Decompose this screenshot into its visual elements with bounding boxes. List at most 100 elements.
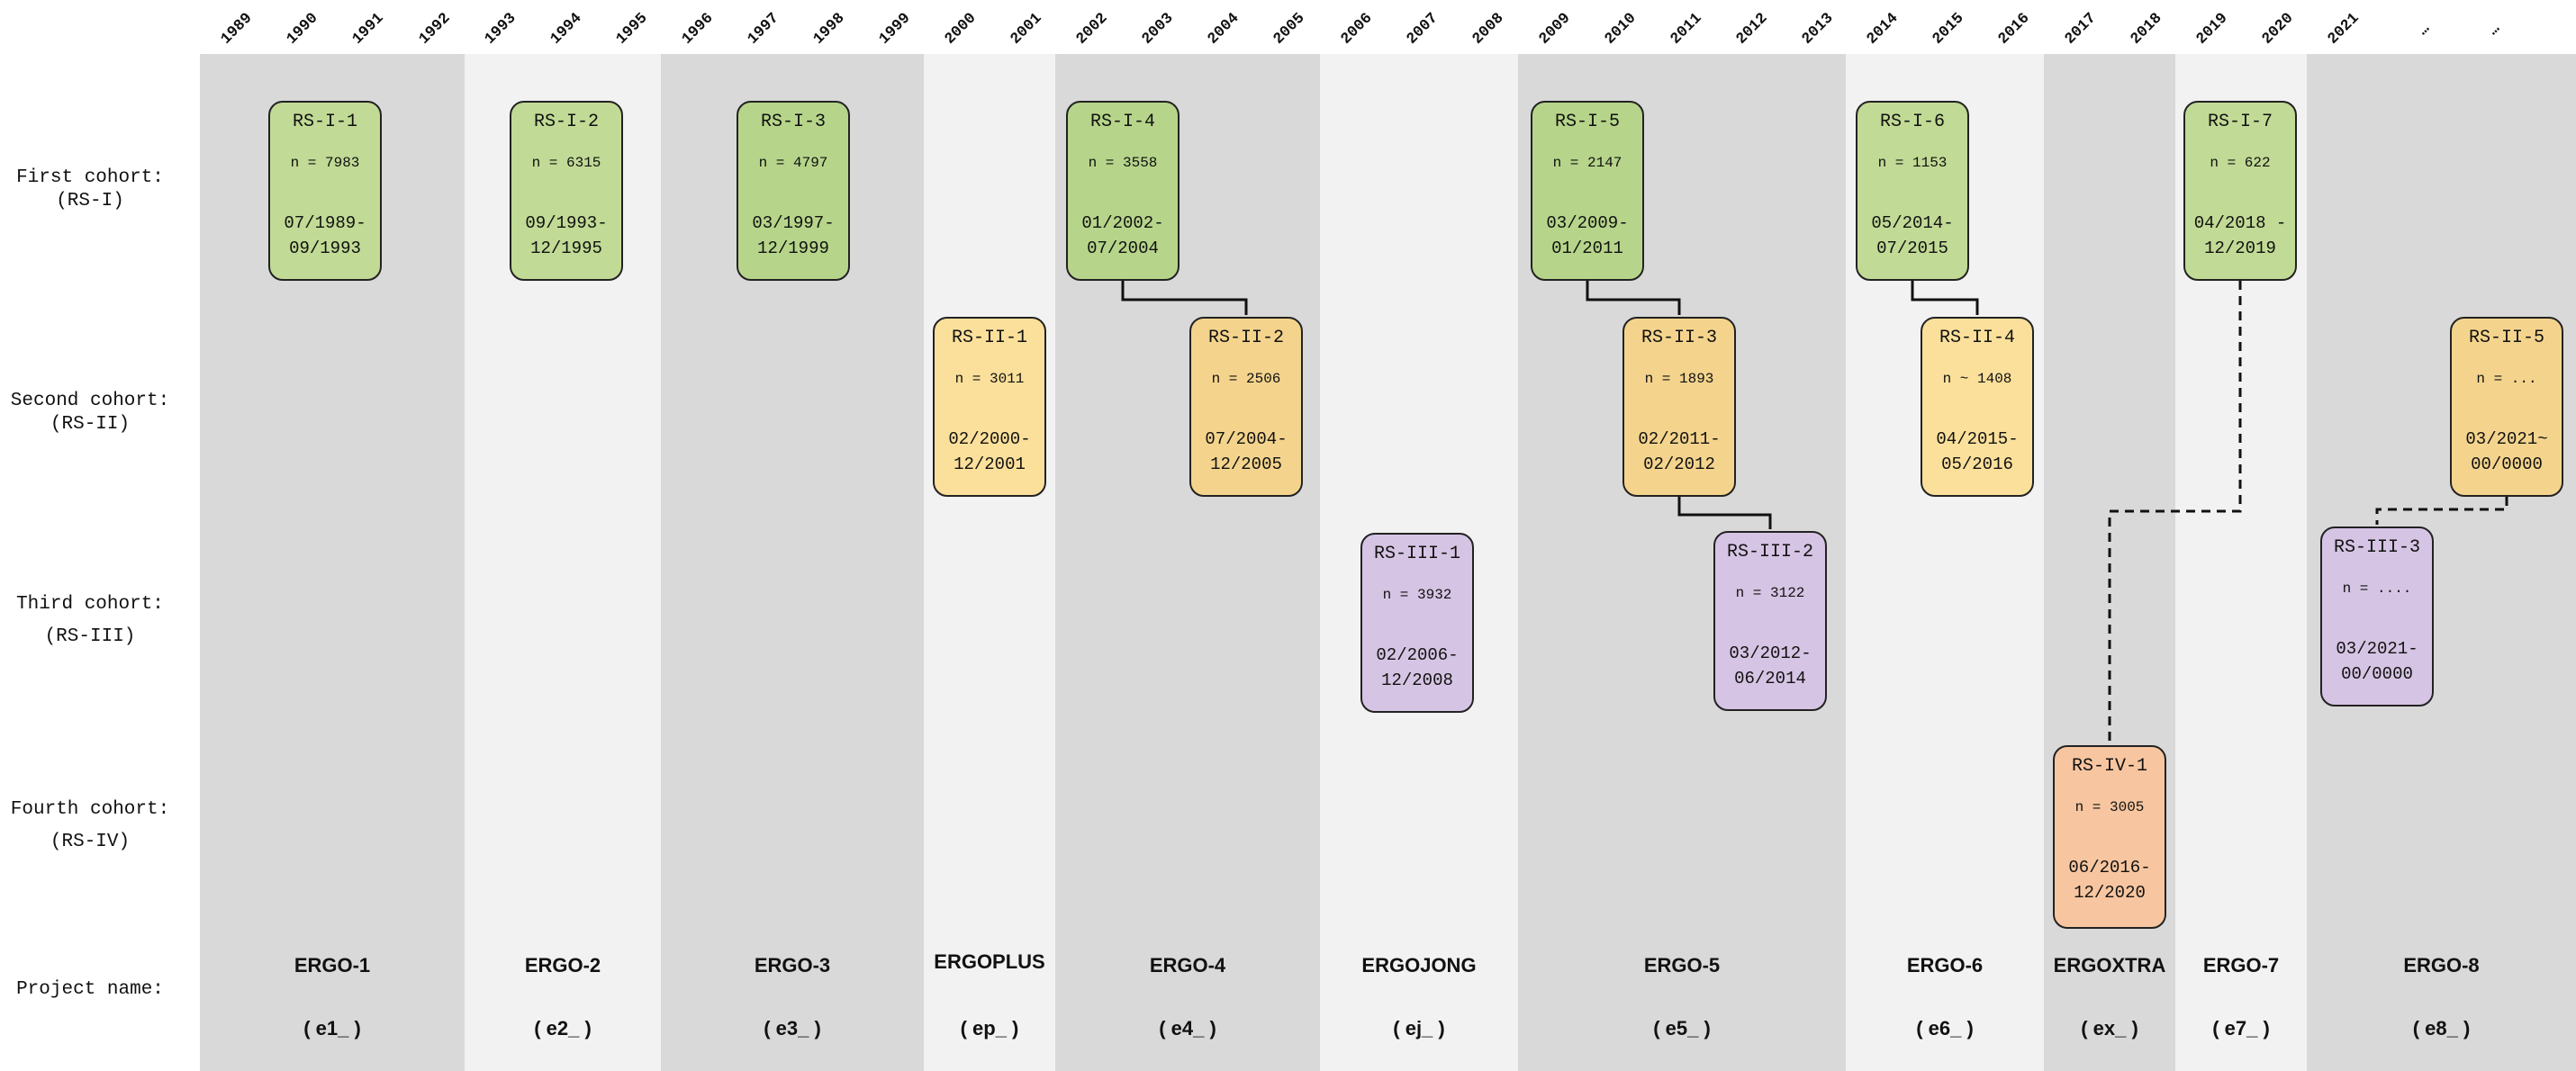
row-label-line: Second cohort: xyxy=(10,391,170,411)
connector-rs-ii-3-to-rs-iii-2 xyxy=(1677,497,1772,529)
project-code: ( e4_ ) xyxy=(1159,1017,1216,1040)
project-code: ( e8_ ) xyxy=(2412,1017,2471,1040)
visit-count: n = 1893 xyxy=(1644,371,1714,387)
visit-start: 05/2014- xyxy=(1871,213,1954,233)
visit-box-rs-iii-2: RS-III-2 n = 3122 03/2012- 06/2014 xyxy=(1713,531,1827,711)
visit-box-rs-ii-5: RS-II-5 n = ... 03/2021~ 00/0000 xyxy=(2450,317,2563,497)
visit-dates: 06/2016- 12/2020 xyxy=(2055,855,2165,905)
project-name: ERGO-6 xyxy=(1906,954,1984,976)
project-code: ( e2_ ) xyxy=(534,1017,592,1040)
visit-title: RS-I-6 xyxy=(1879,112,1945,132)
visit-count: n = 3011 xyxy=(954,371,1025,387)
visit-dates: 03/2009- 01/2011 xyxy=(1532,211,1642,261)
project-code: ( ep_ ) xyxy=(960,1017,1019,1040)
visit-title: RS-I-7 xyxy=(2207,112,2273,132)
visit-count: n = .... xyxy=(2342,580,2412,597)
visit-end: 12/2001 xyxy=(954,454,1026,474)
visit-start: 02/2006- xyxy=(1376,645,1459,665)
row-label-line: Project name: xyxy=(16,979,164,1000)
visit-dates: 03/2021~ 00/0000 xyxy=(2452,427,2562,477)
visit-dates: 03/2021- 00/0000 xyxy=(2322,636,2432,687)
project-name: ERGO-8 xyxy=(2403,954,2480,976)
row-label-line: Third cohort: xyxy=(16,594,164,615)
visit-start: 02/2000- xyxy=(948,429,1031,449)
visit-end: 01/2011 xyxy=(1551,238,1623,258)
visit-dates: 03/2012- 06/2014 xyxy=(1715,641,1825,691)
row-label-line: Fourth cohort: xyxy=(10,799,170,820)
visit-end: 12/2008 xyxy=(1381,670,1453,690)
project-name: ERGO-4 xyxy=(1149,954,1226,976)
visit-start: 07/2004- xyxy=(1205,429,1288,449)
project-code: ( e5_ ) xyxy=(1653,1017,1711,1040)
visit-title: RS-II-4 xyxy=(1939,328,2015,348)
visit-end: 12/1999 xyxy=(757,238,829,258)
visit-count: n = 3558 xyxy=(1088,155,1158,171)
visit-start: 02/2011- xyxy=(1638,429,1721,449)
project-code: ( e3_ ) xyxy=(764,1017,821,1040)
visit-end: 12/2020 xyxy=(2074,883,2146,903)
visit-box-rs-i-5: RS-I-5 n = 2147 03/2009- 01/2011 xyxy=(1531,101,1644,281)
visit-dates: 07/1989- 09/1993 xyxy=(270,211,380,261)
visit-box-rs-ii-2: RS-II-2 n = 2506 07/2004- 12/2005 xyxy=(1189,317,1303,497)
visit-title: RS-II-1 xyxy=(951,328,1027,348)
visit-box-rs-i-1: RS-I-1 n = 7983 07/1989- 09/1993 xyxy=(268,101,382,281)
visit-count: n = 622 xyxy=(2210,155,2271,171)
visit-end: 12/2005 xyxy=(1210,454,1282,474)
visit-count: n = 7983 xyxy=(290,155,360,171)
visit-title: RS-II-5 xyxy=(2468,328,2544,348)
visit-dates: 02/2011- 02/2012 xyxy=(1624,427,1734,477)
project-code: ( e1_ ) xyxy=(303,1017,361,1040)
project-name: ERGOPLUS xyxy=(934,950,1045,973)
visit-dates: 04/2015- 05/2016 xyxy=(1922,427,2032,477)
visit-title: RS-III-1 xyxy=(1373,544,1460,564)
project-name: ERGOJONG xyxy=(1361,954,1477,976)
visit-count: n = 6315 xyxy=(531,155,601,171)
visit-box-rs-i-4: RS-I-4 n = 3558 01/2002- 07/2004 xyxy=(1066,101,1180,281)
visit-start: 04/2015- xyxy=(1936,429,2019,449)
visit-start: 03/2021~ xyxy=(2465,429,2548,449)
visit-title: RS-I-2 xyxy=(533,112,599,132)
visit-end: 07/2015 xyxy=(1876,238,1948,258)
visit-dates: 05/2014- 07/2015 xyxy=(1857,211,1967,261)
row-label-line: (RS-II) xyxy=(50,414,131,435)
visit-end: 07/2004 xyxy=(1087,238,1159,258)
visit-end: 02/2012 xyxy=(1643,454,1715,474)
visit-box-rs-ii-1: RS-II-1 n = 3011 02/2000- 12/2001 xyxy=(933,317,1046,497)
project-name: ERGO-2 xyxy=(524,954,601,976)
visit-start: 07/1989- xyxy=(284,213,366,233)
row-label-line: (RS-I) xyxy=(56,191,124,212)
row-label-second-cohort: Second cohort: (RS-II) xyxy=(0,385,180,441)
visit-end: 09/1993 xyxy=(289,238,361,258)
project-code: ( ex_ ) xyxy=(2081,1017,2138,1040)
visit-box-rs-i-7: RS-I-7 n = 622 04/2018 - 12/2019 xyxy=(2183,101,2297,281)
visit-dates: 09/1993- 12/1995 xyxy=(511,211,621,261)
visit-end: 12/1995 xyxy=(530,238,602,258)
project-name: ERGO-1 xyxy=(294,954,371,976)
visit-count: n = 4797 xyxy=(758,155,828,171)
visit-end: 06/2014 xyxy=(1734,669,1806,688)
visit-title: RS-I-3 xyxy=(760,112,826,132)
visit-dates: 01/2002- 07/2004 xyxy=(1068,211,1178,261)
visit-count: n = ... xyxy=(2476,371,2537,387)
visit-title: RS-I-1 xyxy=(292,112,357,132)
project-name: ERGO-7 xyxy=(2202,954,2280,976)
visit-title: RS-II-2 xyxy=(1207,328,1284,348)
visit-end: 00/0000 xyxy=(2341,664,2413,684)
visit-box-rs-ii-3: RS-II-3 n = 1893 02/2011- 02/2012 xyxy=(1622,317,1736,497)
row-label-project-name: Project name: xyxy=(0,974,180,1006)
visit-start: 03/2012- xyxy=(1729,644,1812,663)
visit-start: 04/2018 - xyxy=(2193,213,2287,233)
visit-start: 06/2016- xyxy=(2068,858,2151,878)
visit-count: n = 3932 xyxy=(1382,587,1452,603)
visit-end: 00/0000 xyxy=(2471,454,2543,474)
connector-rs-ii-5-to-rs-iii-3 xyxy=(2375,497,2508,525)
visit-title: RS-III-2 xyxy=(1726,542,1813,562)
visit-count: n = 3005 xyxy=(2074,799,2145,815)
project-code: ( ej_ ) xyxy=(1393,1017,1445,1040)
visit-title: RS-I-4 xyxy=(1089,112,1155,132)
visit-end: 05/2016 xyxy=(1941,454,2013,474)
visit-box-rs-iii-1: RS-III-1 n = 3932 02/2006- 12/2008 xyxy=(1360,533,1474,713)
visit-box-rs-ii-4: RS-II-4 n ~ 1408 04/2015- 05/2016 xyxy=(1921,317,2034,497)
